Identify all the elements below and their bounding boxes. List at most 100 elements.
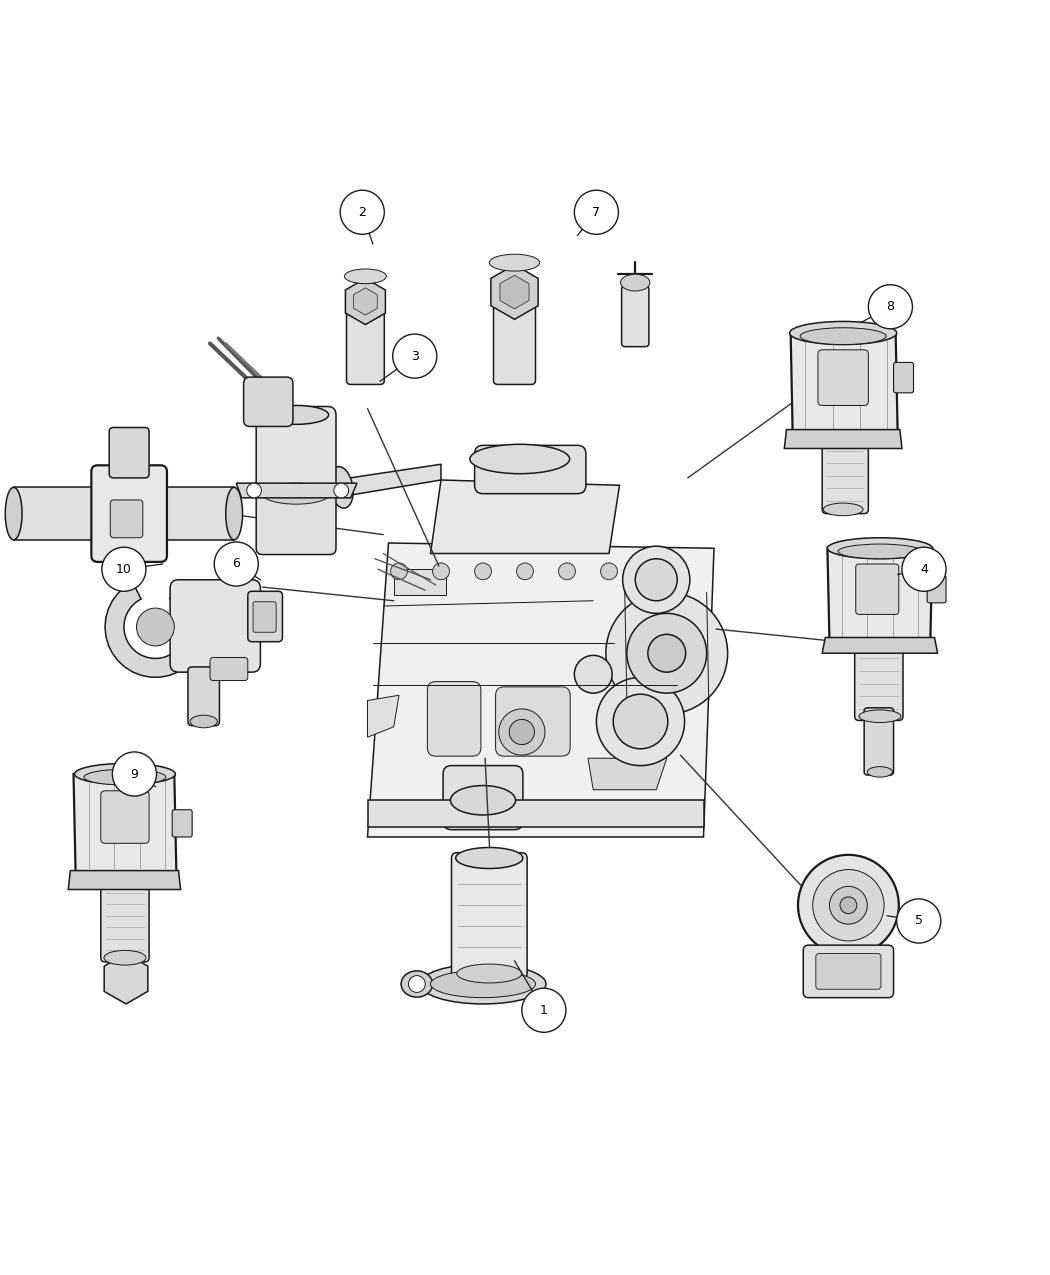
Circle shape [840, 896, 857, 914]
Circle shape [868, 284, 912, 329]
Ellipse shape [75, 764, 175, 784]
FancyBboxPatch shape [248, 592, 282, 641]
Circle shape [813, 870, 884, 941]
FancyBboxPatch shape [864, 708, 894, 775]
Circle shape [247, 483, 261, 497]
FancyBboxPatch shape [855, 646, 903, 720]
Circle shape [798, 854, 899, 956]
FancyBboxPatch shape [496, 687, 570, 756]
Circle shape [574, 190, 618, 235]
Polygon shape [354, 288, 377, 315]
Text: 8: 8 [886, 300, 895, 314]
FancyBboxPatch shape [101, 790, 149, 843]
FancyBboxPatch shape [188, 667, 219, 725]
Ellipse shape [190, 715, 217, 728]
Ellipse shape [827, 538, 932, 558]
FancyBboxPatch shape [427, 682, 481, 756]
Circle shape [393, 334, 437, 379]
Circle shape [606, 593, 728, 714]
Circle shape [830, 886, 867, 924]
FancyBboxPatch shape [443, 765, 523, 830]
FancyBboxPatch shape [346, 307, 384, 385]
FancyBboxPatch shape [822, 440, 868, 514]
Ellipse shape [330, 467, 353, 509]
Text: 5: 5 [915, 914, 923, 927]
Ellipse shape [859, 710, 901, 723]
FancyBboxPatch shape [101, 882, 149, 961]
Text: 7: 7 [592, 205, 601, 219]
Polygon shape [74, 774, 176, 873]
FancyBboxPatch shape [109, 427, 149, 478]
Ellipse shape [226, 487, 243, 539]
Polygon shape [336, 464, 441, 496]
Ellipse shape [262, 510, 330, 533]
Ellipse shape [84, 769, 166, 785]
Polygon shape [588, 759, 667, 789]
FancyBboxPatch shape [803, 945, 894, 997]
Polygon shape [14, 487, 103, 539]
FancyBboxPatch shape [91, 465, 167, 562]
Polygon shape [153, 487, 234, 539]
FancyBboxPatch shape [856, 564, 899, 615]
Circle shape [613, 694, 668, 748]
Polygon shape [430, 479, 620, 553]
Ellipse shape [838, 544, 922, 558]
Circle shape [214, 542, 258, 586]
Polygon shape [784, 430, 902, 449]
Ellipse shape [867, 766, 892, 778]
FancyBboxPatch shape [894, 362, 914, 393]
Circle shape [509, 719, 534, 745]
Circle shape [475, 564, 491, 580]
FancyBboxPatch shape [622, 286, 649, 347]
Polygon shape [394, 569, 446, 595]
Polygon shape [68, 871, 181, 890]
FancyBboxPatch shape [494, 297, 536, 385]
Ellipse shape [264, 405, 329, 425]
Ellipse shape [430, 970, 536, 997]
Circle shape [648, 635, 686, 672]
Circle shape [102, 547, 146, 592]
Circle shape [522, 988, 566, 1033]
Polygon shape [368, 543, 714, 836]
FancyBboxPatch shape [256, 484, 336, 555]
Circle shape [596, 677, 685, 765]
Ellipse shape [800, 328, 886, 344]
FancyBboxPatch shape [475, 445, 586, 493]
Ellipse shape [344, 269, 386, 283]
FancyBboxPatch shape [210, 658, 248, 681]
Text: 3: 3 [411, 349, 419, 362]
Text: 6: 6 [232, 557, 240, 570]
FancyBboxPatch shape [172, 810, 192, 836]
Circle shape [601, 564, 617, 580]
Text: 4: 4 [920, 562, 928, 576]
Text: 9: 9 [130, 768, 139, 780]
Ellipse shape [456, 848, 523, 868]
Ellipse shape [621, 274, 650, 291]
Circle shape [517, 564, 533, 580]
FancyBboxPatch shape [452, 853, 527, 979]
Circle shape [559, 564, 575, 580]
Circle shape [340, 190, 384, 235]
FancyBboxPatch shape [253, 602, 276, 632]
Circle shape [408, 975, 425, 992]
Circle shape [334, 483, 349, 497]
Polygon shape [822, 638, 938, 653]
Ellipse shape [450, 785, 516, 815]
FancyBboxPatch shape [256, 407, 336, 492]
Ellipse shape [489, 254, 540, 272]
Circle shape [902, 547, 946, 592]
Circle shape [112, 752, 156, 796]
Polygon shape [490, 265, 539, 319]
Circle shape [391, 564, 407, 580]
Ellipse shape [5, 487, 22, 539]
Text: 10: 10 [116, 562, 132, 576]
Polygon shape [105, 583, 206, 677]
Polygon shape [791, 333, 898, 439]
Ellipse shape [401, 970, 433, 997]
Polygon shape [368, 695, 399, 737]
Polygon shape [827, 548, 932, 643]
Ellipse shape [420, 964, 546, 1003]
Circle shape [897, 899, 941, 944]
Circle shape [635, 558, 677, 601]
FancyBboxPatch shape [927, 575, 946, 603]
